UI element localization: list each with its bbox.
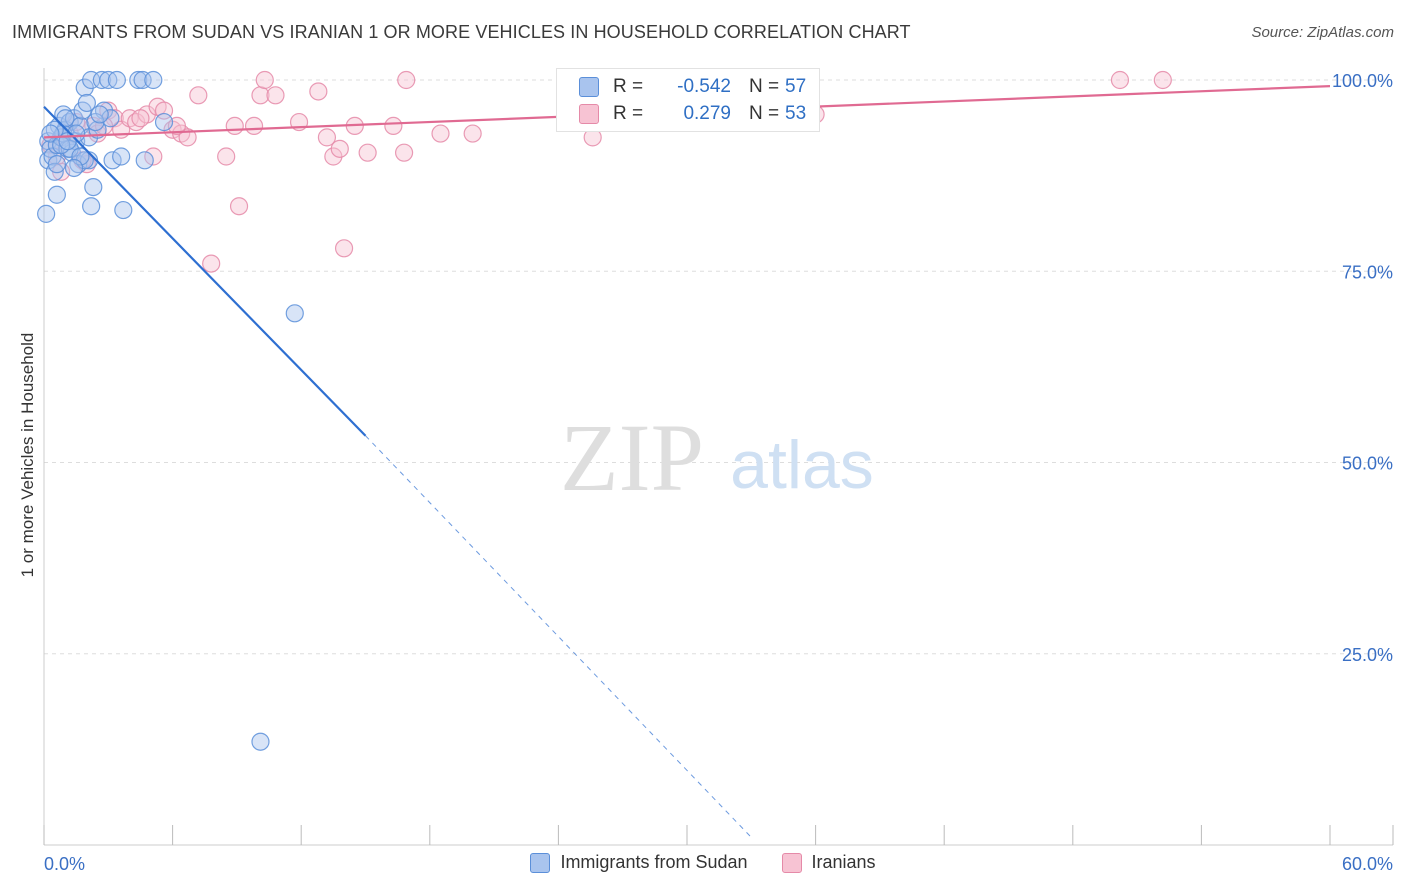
sudan-point: [77, 93, 96, 113]
iranians-point: [229, 197, 249, 216]
sudan-trend-extension: [365, 435, 752, 838]
x-tick-label-min: 0.0%: [44, 854, 85, 874]
sudan-point: [37, 204, 56, 223]
iranians-point: [463, 124, 482, 143]
iranians-point: [1153, 70, 1172, 90]
axes: [43, 68, 1394, 846]
stats-row-iranians: R = 0.279 N = 53: [579, 101, 806, 127]
bottom-legend: Immigrants from Sudan Iranians: [0, 852, 1406, 873]
r-value: -0.542: [677, 76, 731, 97]
sudan-point: [154, 112, 174, 132]
sudan-point: [64, 158, 84, 178]
sudan-point: [251, 732, 270, 751]
sudan-point: [82, 197, 101, 216]
stats-row-sudan: R = -0.542 N = 57: [579, 74, 806, 100]
iranians-point: [266, 86, 285, 105]
iranians-point: [178, 128, 197, 147]
iranians-point: [131, 109, 150, 128]
source-label: Source: ZipAtlas.com: [1251, 24, 1394, 41]
watermark: ZIP atlas: [560, 404, 874, 511]
iranians-point: [397, 70, 416, 90]
iranians-point: [144, 147, 163, 166]
iranians-point: [431, 124, 450, 143]
iranians-point: [330, 139, 349, 158]
iranians-point: [244, 116, 264, 136]
iranians-point: [384, 116, 403, 136]
legend-item-sudan[interactable]: Immigrants from Sudan: [530, 852, 748, 873]
n-label: N =: [749, 76, 780, 97]
sudan-point: [144, 70, 163, 90]
x-tick-label-max: 60.0%: [1342, 854, 1393, 874]
sudan-point: [101, 109, 120, 128]
iranians-point: [394, 143, 414, 162]
y-tick-label: 50.0%: [1342, 454, 1393, 474]
iranians-point: [1110, 70, 1130, 90]
sudan-point: [84, 178, 103, 197]
r-label: R =: [613, 76, 644, 97]
iranians-point: [202, 254, 221, 273]
legend-swatch-iranians: [781, 852, 802, 873]
iranians-point: [189, 86, 208, 105]
iranians-point: [225, 116, 244, 136]
sudan-point: [135, 151, 154, 170]
y-tick-label: 25.0%: [1342, 645, 1393, 665]
sudan-point: [92, 70, 111, 90]
watermark-zip: ZIP: [560, 404, 704, 511]
stats-legend: R = -0.542 N = 57 R = 0.279 N = 53: [556, 68, 820, 132]
y-tick-label: 100.0%: [1332, 71, 1393, 91]
legend-label-sudan: Immigrants from Sudan: [560, 852, 748, 872]
iranians-point: [217, 147, 236, 166]
y-tick-labels: 25.0% 50.0% 75.0% 100.0%: [1332, 71, 1393, 665]
sudan-point: [114, 200, 133, 220]
sudan-points: [37, 70, 304, 751]
sudan-point: [47, 155, 66, 174]
iranians-point: [334, 239, 354, 258]
sudan-point: [56, 109, 75, 128]
sudan-point: [112, 147, 131, 166]
sudan-point: [47, 185, 66, 204]
sudan-point: [285, 304, 304, 323]
legend-swatch-sudan: [530, 852, 551, 873]
r-label: R =: [613, 103, 644, 124]
sudan-point: [107, 70, 126, 90]
n-value: 57: [785, 76, 807, 97]
legend-item-iranians[interactable]: Iranians: [781, 852, 876, 873]
iranians-point: [358, 143, 377, 162]
iranians-point: [317, 128, 337, 147]
sudan-point: [71, 147, 90, 166]
legend-label-iranians: Iranians: [811, 852, 876, 872]
sudan-point: [103, 151, 122, 170]
sudan-swatch: [579, 77, 599, 97]
n-value: 53: [785, 103, 807, 124]
watermark-atlas: atlas: [730, 427, 874, 503]
chart-title: IMMIGRANTS FROM SUDAN VS IRANIAN 1 OR MO…: [12, 22, 911, 42]
sudan-trend-line: [43, 106, 367, 437]
sudan-point: [90, 105, 109, 124]
sudan-point: [129, 70, 148, 90]
sudan-point: [133, 70, 152, 90]
iranians-point: [255, 70, 274, 90]
iranians-point: [309, 82, 328, 101]
y-tick-label: 75.0%: [1342, 262, 1393, 282]
n-label: N =: [749, 103, 780, 124]
gridlines: [44, 79, 1393, 655]
r-value: 0.279: [683, 103, 731, 124]
iranians-swatch: [579, 104, 599, 124]
